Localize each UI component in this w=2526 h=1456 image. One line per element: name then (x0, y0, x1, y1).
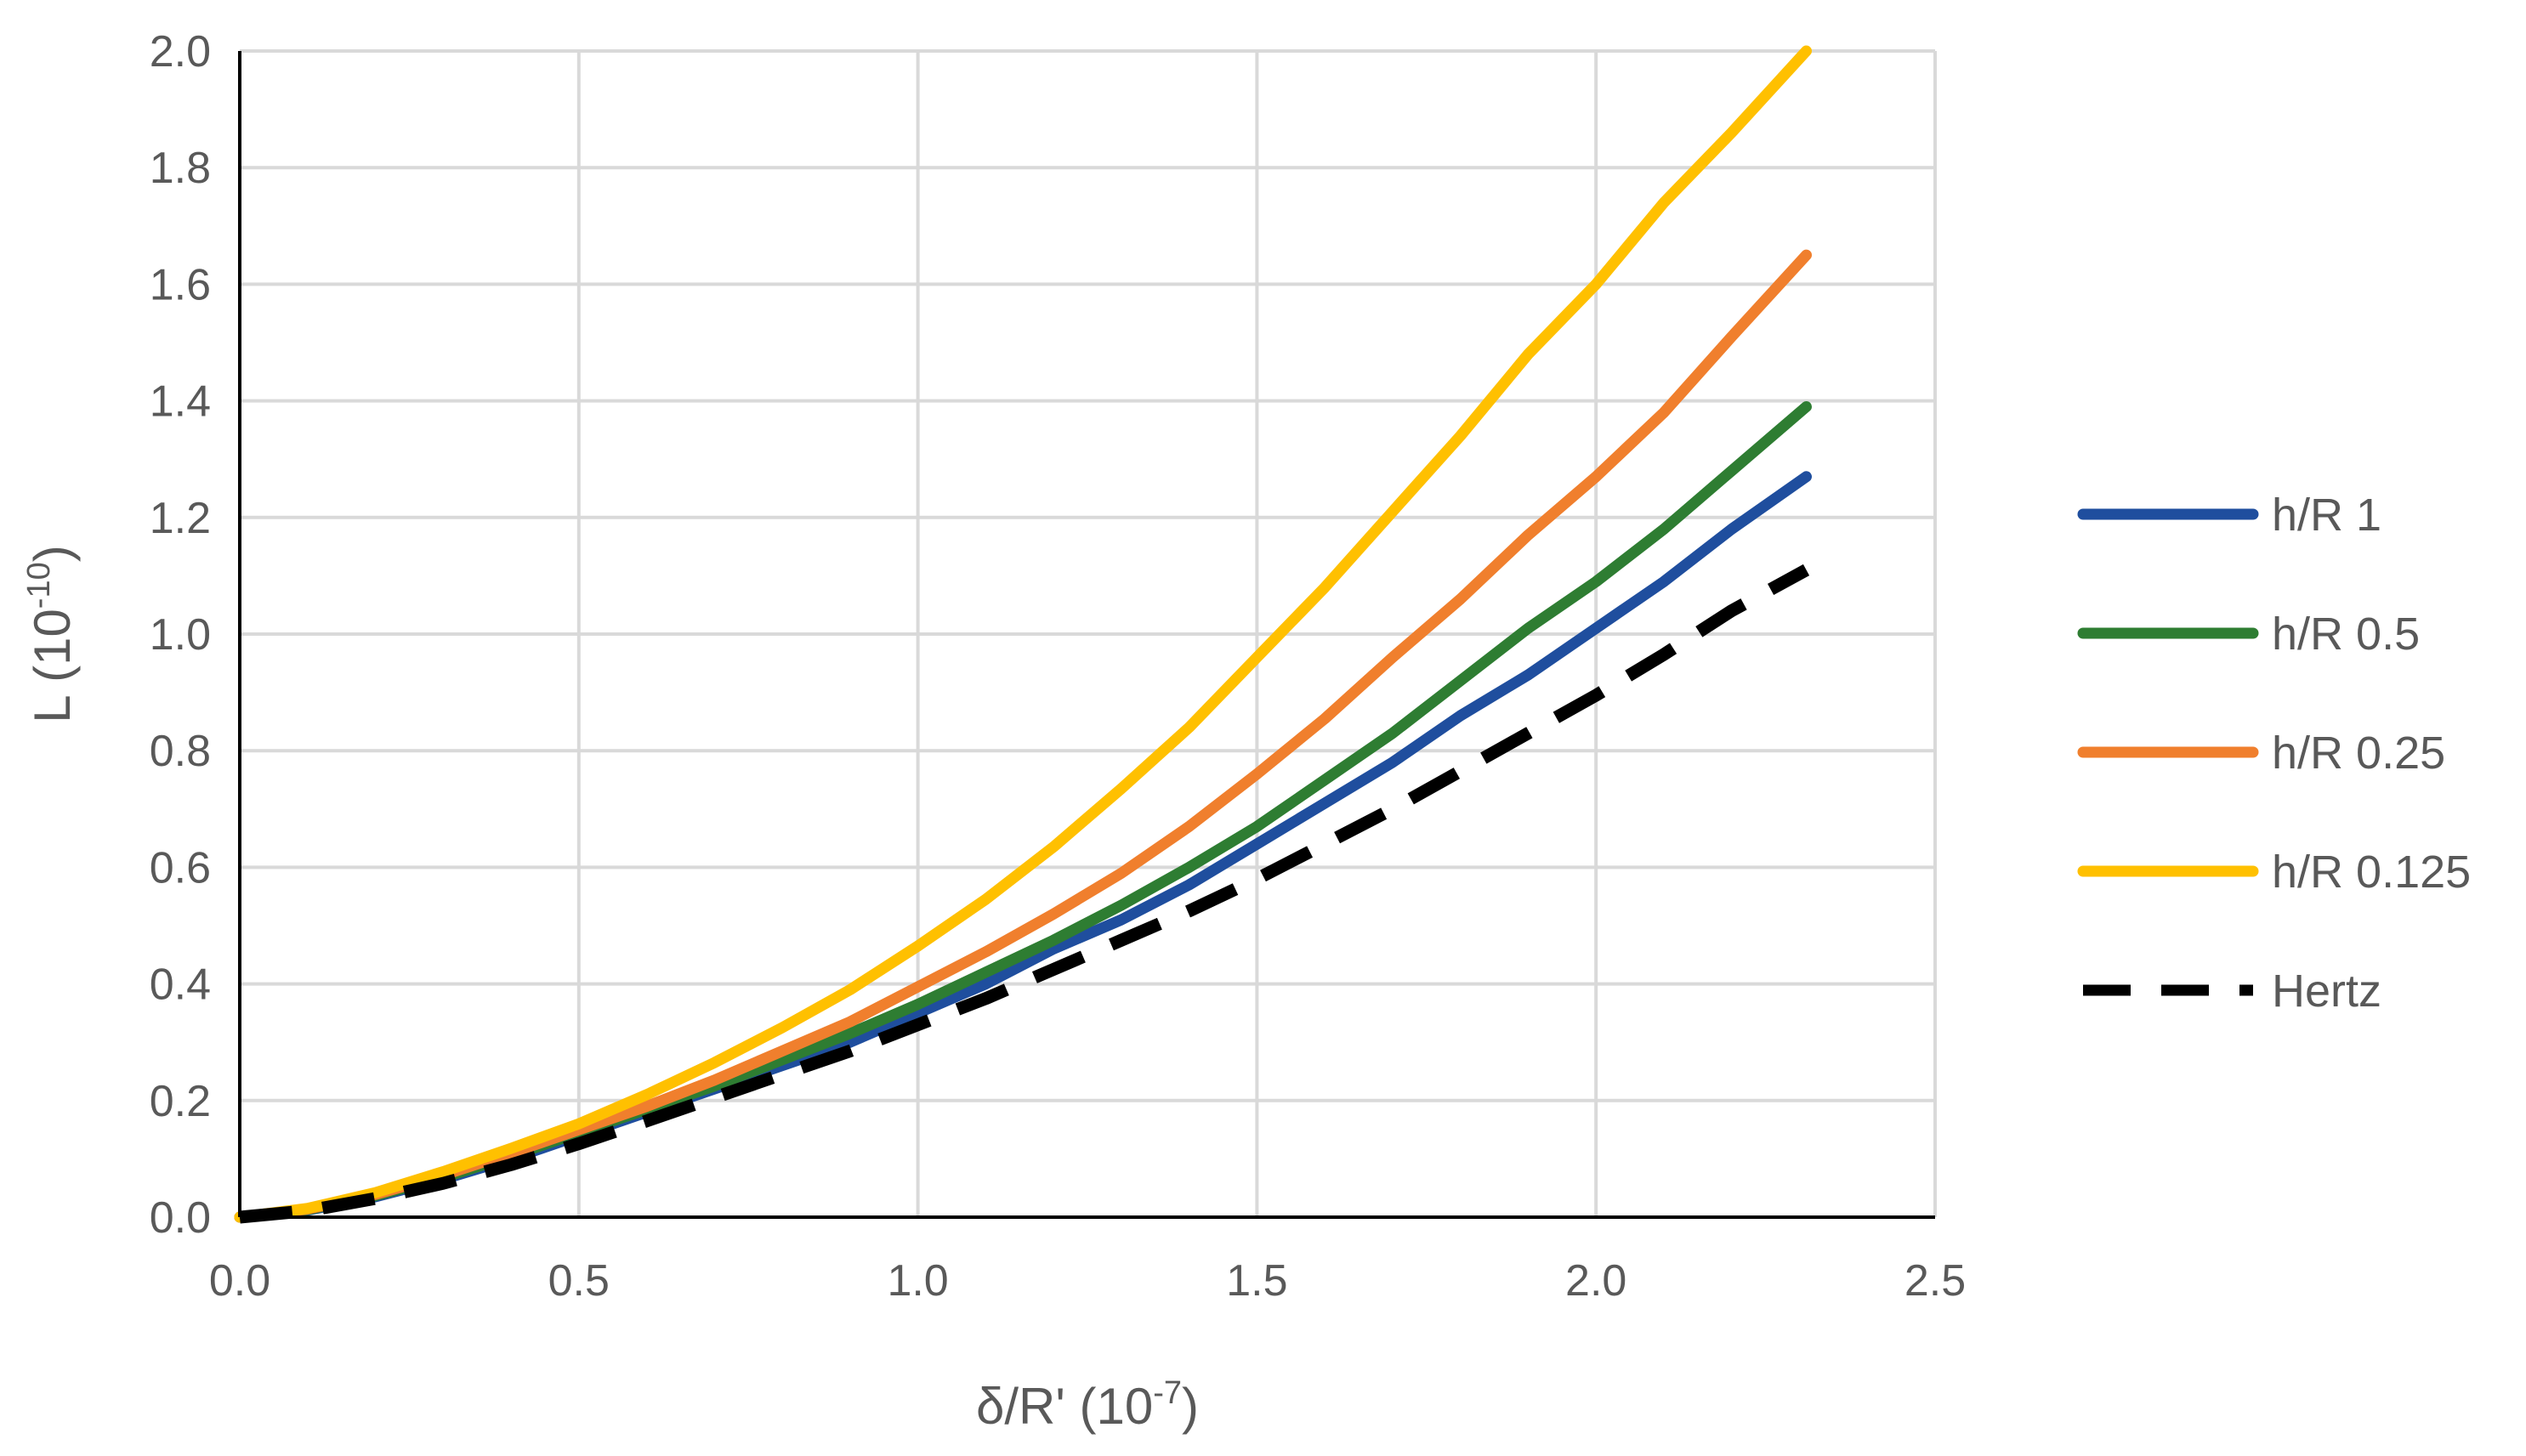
series-line-h-r-0-5 (234, 401, 1812, 1223)
x-tick-label: 2.0 (1565, 1256, 1626, 1306)
x-tick-labels: 0.0 0.5 1.0 1.5 2.0 2.5 (209, 1256, 1966, 1306)
x-tick-label: 1.5 (1226, 1256, 1287, 1306)
series-line-h-r-0-125 (234, 45, 1812, 1223)
y-tick-label: 0.8 (150, 727, 211, 776)
legend-label: h/R 1 (2272, 490, 2381, 541)
x-tick-label: 0.5 (548, 1256, 610, 1306)
x-tick-label: 2.5 (1904, 1256, 1966, 1306)
x-tick-label: 0.0 (209, 1256, 270, 1306)
x-axis-title: δ/R' (10-7) (976, 1375, 1199, 1435)
series-line-hertz (239, 564, 1810, 1224)
y-tick-label: 0.6 (150, 843, 211, 892)
y-tick-labels: 0.0 0.2 0.4 0.6 0.8 1.0 1.2 1.4 1.6 1.8 2.0 (150, 27, 211, 1243)
legend: h/R 1 h/R 0.5 h/R 0.25 h/R 0.125 Hertz (2077, 490, 2471, 1017)
y-tick-label: 1.4 (150, 377, 211, 427)
y-tick-label: 1.6 (150, 260, 211, 309)
series-line-h-r-1 (234, 471, 1812, 1223)
axes (238, 51, 1935, 1219)
legend-label: h/R 0.25 (2272, 728, 2445, 779)
y-tick-label: 1.8 (150, 144, 211, 193)
gridlines (238, 49, 1937, 1219)
legend-label: h/R 0.5 (2272, 609, 2420, 660)
series-lines (234, 45, 1812, 1224)
legend-label: h/R 0.125 (2272, 847, 2471, 898)
x-tick-label: 1.0 (887, 1256, 948, 1306)
y-tick-label: 1.0 (150, 610, 211, 660)
y-tick-label: 0.4 (150, 960, 211, 1010)
y-axis-title: L (10-10) (21, 545, 81, 722)
y-tick-label: 1.2 (150, 494, 211, 543)
y-tick-label: 0.0 (150, 1193, 211, 1243)
y-tick-label: 2.0 (150, 27, 211, 76)
legend-label: Hertz (2272, 966, 2381, 1017)
y-tick-label: 0.2 (150, 1077, 211, 1126)
